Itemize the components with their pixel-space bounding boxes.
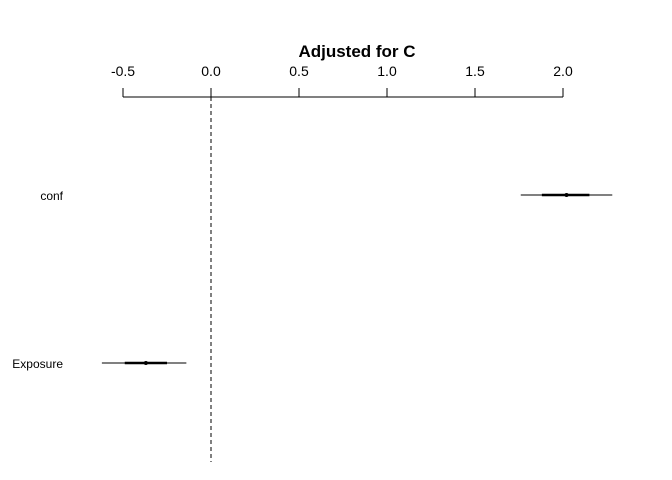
- x-tick-label: 1.0: [377, 63, 397, 79]
- point-estimate: [143, 361, 148, 365]
- x-tick-label: 0.0: [201, 63, 221, 79]
- x-tick-label: 2.0: [553, 63, 573, 79]
- chart-title: Adjusted for C: [298, 42, 415, 61]
- row-exposure: Exposure: [12, 357, 187, 371]
- x-tick-label: -0.5: [111, 63, 135, 79]
- row-label: Exposure: [12, 357, 63, 371]
- x-tick-label: 1.5: [465, 63, 485, 79]
- row-label: conf: [40, 189, 63, 203]
- row-conf: conf: [40, 189, 613, 203]
- x-tick-label: 0.5: [289, 63, 309, 79]
- x-axis: -0.5 0.0 0.5 1.0 1.5 2.0: [111, 63, 573, 98]
- point-estimate: [564, 193, 569, 197]
- estimate-rows: conf Exposure: [12, 189, 613, 371]
